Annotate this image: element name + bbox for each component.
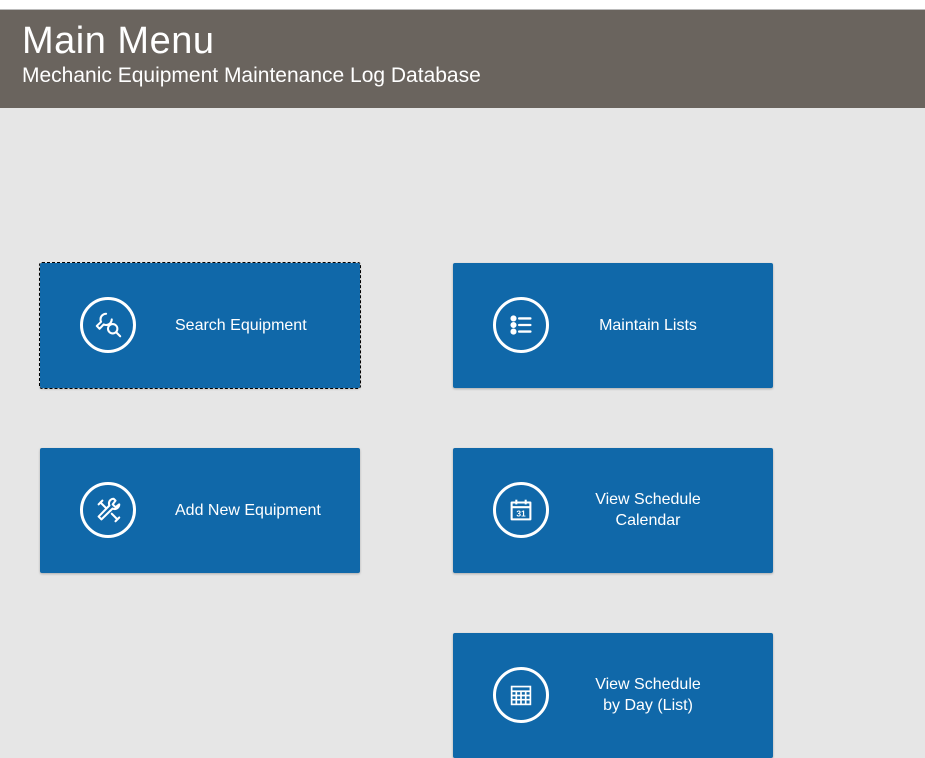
add-new-equipment-icon-wrap [40, 482, 175, 538]
tools-icon [80, 482, 136, 538]
page-subtitle: Mechanic Equipment Maintenance Log Datab… [22, 64, 903, 88]
maintain-lists-icon-wrap [453, 297, 588, 353]
window-top-strip [0, 0, 925, 10]
calendar-grid-icon [493, 667, 549, 723]
wrench-search-icon [80, 297, 136, 353]
calendar-day-icon: 31 [493, 482, 549, 538]
page-title: Main Menu [22, 22, 903, 62]
tile-maintain-lists[interactable]: Maintain Lists [453, 263, 773, 388]
tile-label: View Schedule by Day (List) [588, 674, 718, 717]
list-icon [493, 297, 549, 353]
view-schedule-by-day-icon-wrap [453, 667, 588, 723]
tile-view-schedule-by-day[interactable]: View Schedule by Day (List) [453, 633, 773, 758]
tile-label: View Schedule Calendar [588, 489, 718, 532]
svg-text:31: 31 [516, 509, 526, 519]
tile-view-schedule-calendar[interactable]: 31 View Schedule Calendar [453, 448, 773, 573]
tile-label: Maintain Lists [588, 315, 718, 337]
view-schedule-calendar-icon-wrap: 31 [453, 482, 588, 538]
tile-add-new-equipment[interactable]: Add New Equipment [40, 448, 360, 573]
tile-search-equipment[interactable]: Search Equipment [40, 263, 360, 388]
header: Main Menu Mechanic Equipment Maintenance… [0, 10, 925, 108]
search-equipment-icon-wrap [40, 297, 175, 353]
tile-label: Add New Equipment [175, 500, 331, 522]
tile-label: Search Equipment [175, 315, 317, 337]
